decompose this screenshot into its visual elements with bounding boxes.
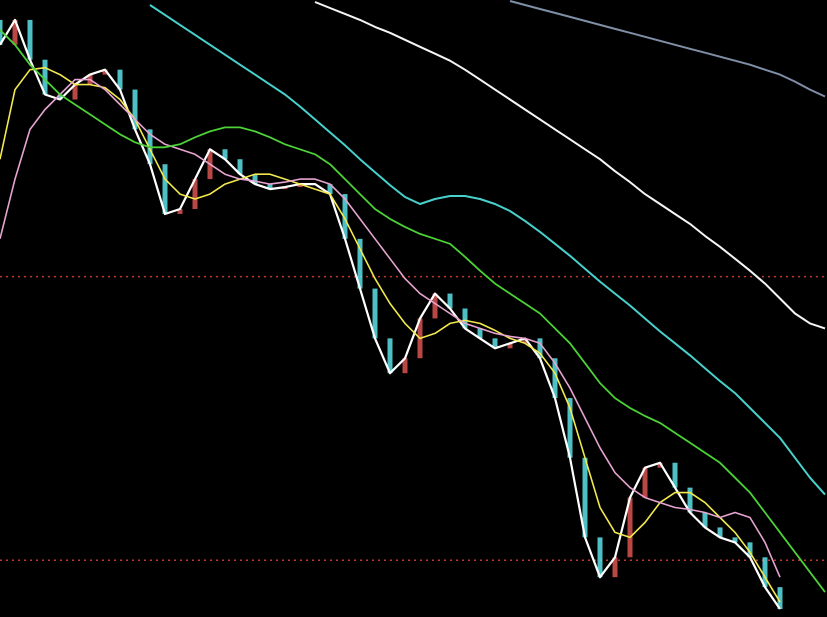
- candle-body: [747, 542, 753, 558]
- candle-body: [432, 293, 438, 319]
- candle-body: [447, 293, 453, 309]
- candle-body: [342, 194, 348, 239]
- candle-body: [72, 84, 78, 100]
- candle-body: [612, 557, 618, 578]
- candle-body: [117, 69, 123, 90]
- candle-body: [732, 537, 738, 543]
- candle-body: [657, 462, 663, 468]
- candle-body: [672, 462, 678, 488]
- candle-body: [372, 288, 378, 339]
- candle-body: [582, 457, 588, 538]
- candle-body: [627, 497, 633, 558]
- candle-body: [462, 308, 468, 329]
- ma-line: [0, 29, 826, 593]
- candle-body: [267, 184, 273, 190]
- candle-body: [132, 89, 138, 130]
- candle-body: [552, 358, 558, 399]
- candle-body: [297, 184, 303, 188]
- candle-body: [27, 19, 33, 60]
- candle-body: [327, 184, 333, 195]
- candle-body: [597, 537, 603, 578]
- candle-body: [762, 557, 768, 588]
- candle-body: [492, 338, 498, 349]
- candle-body: [687, 487, 693, 513]
- ma-line: [0, 78, 781, 578]
- candle-body: [567, 398, 573, 458]
- ma-line: [149, 4, 826, 496]
- candle-body: [42, 59, 48, 95]
- candle-body: [237, 159, 243, 175]
- candle-body: [102, 69, 108, 75]
- candle-body: [477, 328, 483, 339]
- candle-body: [777, 587, 783, 610]
- ma-line: [509, 0, 826, 98]
- candle-body: [702, 512, 708, 528]
- candle-body: [222, 149, 228, 160]
- candle-body: [357, 238, 363, 289]
- candle-body: [507, 343, 513, 349]
- candle-body: [177, 208, 183, 214]
- candle-body: [402, 358, 408, 374]
- ma-line: [0, 18, 781, 610]
- candle-body: [252, 174, 258, 185]
- candle-body: [642, 467, 648, 498]
- candle-body: [162, 164, 168, 214]
- candle-body: [387, 338, 393, 374]
- candle-body: [192, 179, 198, 209]
- candle-body: [522, 338, 528, 344]
- ma-line: [314, 1, 826, 330]
- candle-body: [12, 19, 18, 45]
- candle-body: [537, 338, 543, 359]
- candle-body: [717, 527, 723, 538]
- ma-line: [0, 66, 781, 603]
- candle-body: [57, 94, 63, 100]
